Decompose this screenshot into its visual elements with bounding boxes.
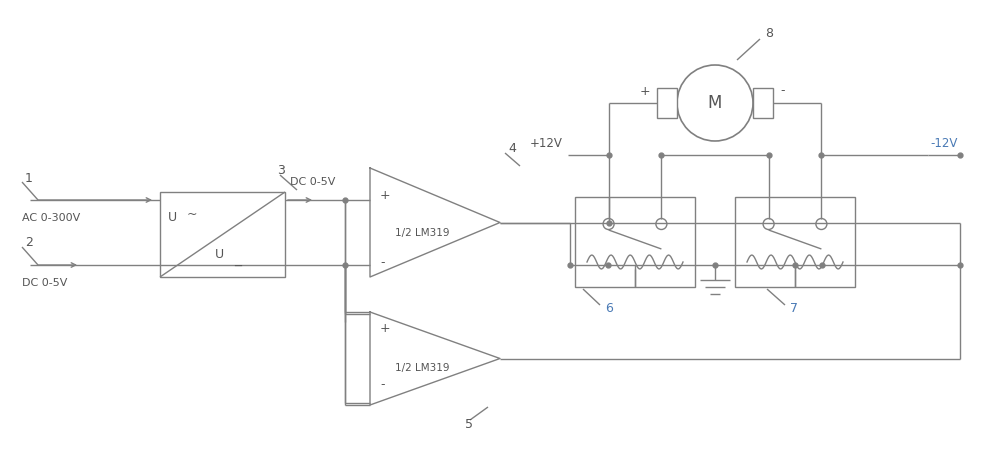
Text: +: + (380, 321, 391, 334)
Text: DC 0-5V: DC 0-5V (22, 278, 67, 288)
Text: _: _ (234, 253, 241, 267)
Text: 1/2 LM319: 1/2 LM319 (395, 364, 450, 373)
Text: M: M (708, 94, 722, 112)
Bar (160, 192, 285, 277)
Text: +: + (380, 188, 391, 201)
Text: 5: 5 (465, 418, 473, 432)
Text: +12V: +12V (530, 137, 563, 150)
Text: 3: 3 (277, 164, 285, 177)
Text: 6: 6 (605, 303, 613, 315)
Text: 8: 8 (765, 27, 773, 40)
Text: 7: 7 (790, 303, 798, 315)
Text: -12V: -12V (930, 137, 957, 150)
Text: 4: 4 (508, 141, 516, 154)
Text: -: - (781, 85, 785, 98)
Bar (753, 88, 773, 118)
Bar (735, 197, 855, 287)
Text: 2: 2 (25, 237, 33, 250)
Text: U: U (168, 211, 177, 224)
Text: 1/2 LM319: 1/2 LM319 (395, 227, 450, 238)
Text: -: - (380, 379, 384, 392)
Text: -: - (380, 257, 384, 270)
Bar (575, 197, 695, 287)
Text: +: + (640, 85, 650, 98)
Text: AC 0-300V: AC 0-300V (22, 213, 80, 223)
Text: 1: 1 (25, 172, 33, 185)
Text: DC 0-5V: DC 0-5V (290, 177, 335, 187)
Bar (657, 88, 677, 118)
Text: ~: ~ (187, 207, 198, 220)
Text: U: U (215, 248, 224, 261)
